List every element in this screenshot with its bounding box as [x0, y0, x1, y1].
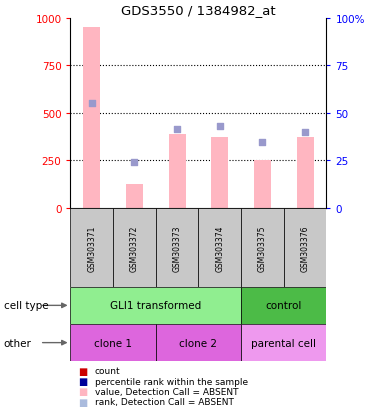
Bar: [70, 324, 156, 361]
Text: clone 2: clone 2: [180, 338, 217, 348]
Text: GSM303374: GSM303374: [215, 225, 224, 271]
Bar: [211, 137, 228, 209]
Point: [174, 126, 180, 133]
Text: rank, Detection Call = ABSENT: rank, Detection Call = ABSENT: [95, 397, 233, 406]
Text: GSM303371: GSM303371: [87, 225, 96, 271]
Text: GSM303372: GSM303372: [130, 225, 139, 271]
Point: [131, 160, 137, 166]
Bar: [241, 324, 326, 361]
Bar: [156, 209, 198, 287]
Text: GSM303373: GSM303373: [173, 225, 182, 271]
Point: [217, 123, 223, 130]
Text: value, Detection Call = ABSENT: value, Detection Call = ABSENT: [95, 387, 238, 396]
Bar: [126, 185, 143, 209]
Text: other: other: [4, 338, 32, 348]
Bar: [70, 287, 241, 324]
Bar: [296, 137, 313, 209]
Point: [89, 101, 95, 107]
Text: cell type: cell type: [4, 301, 48, 311]
Title: GDS3550 / 1384982_at: GDS3550 / 1384982_at: [121, 5, 276, 17]
Text: control: control: [266, 301, 302, 311]
Bar: [113, 209, 156, 287]
Bar: [156, 324, 241, 361]
Text: GSM303375: GSM303375: [258, 225, 267, 271]
Text: parental cell: parental cell: [251, 338, 316, 348]
Text: percentile rank within the sample: percentile rank within the sample: [95, 377, 248, 386]
Text: GLI1 transformed: GLI1 transformed: [110, 301, 201, 311]
Text: clone 1: clone 1: [94, 338, 132, 348]
Text: GSM303376: GSM303376: [301, 225, 310, 271]
Text: count: count: [95, 366, 120, 375]
Text: ■: ■: [78, 376, 87, 386]
Bar: [284, 209, 326, 287]
Point: [302, 129, 308, 136]
Bar: [254, 160, 271, 209]
Bar: [198, 209, 241, 287]
Bar: [168, 135, 186, 209]
Text: ■: ■: [78, 387, 87, 396]
Text: ■: ■: [78, 366, 87, 376]
Bar: [83, 28, 100, 209]
Bar: [70, 209, 113, 287]
Bar: [241, 209, 284, 287]
Bar: [241, 287, 326, 324]
Point: [259, 140, 265, 146]
Text: ■: ■: [78, 397, 87, 407]
